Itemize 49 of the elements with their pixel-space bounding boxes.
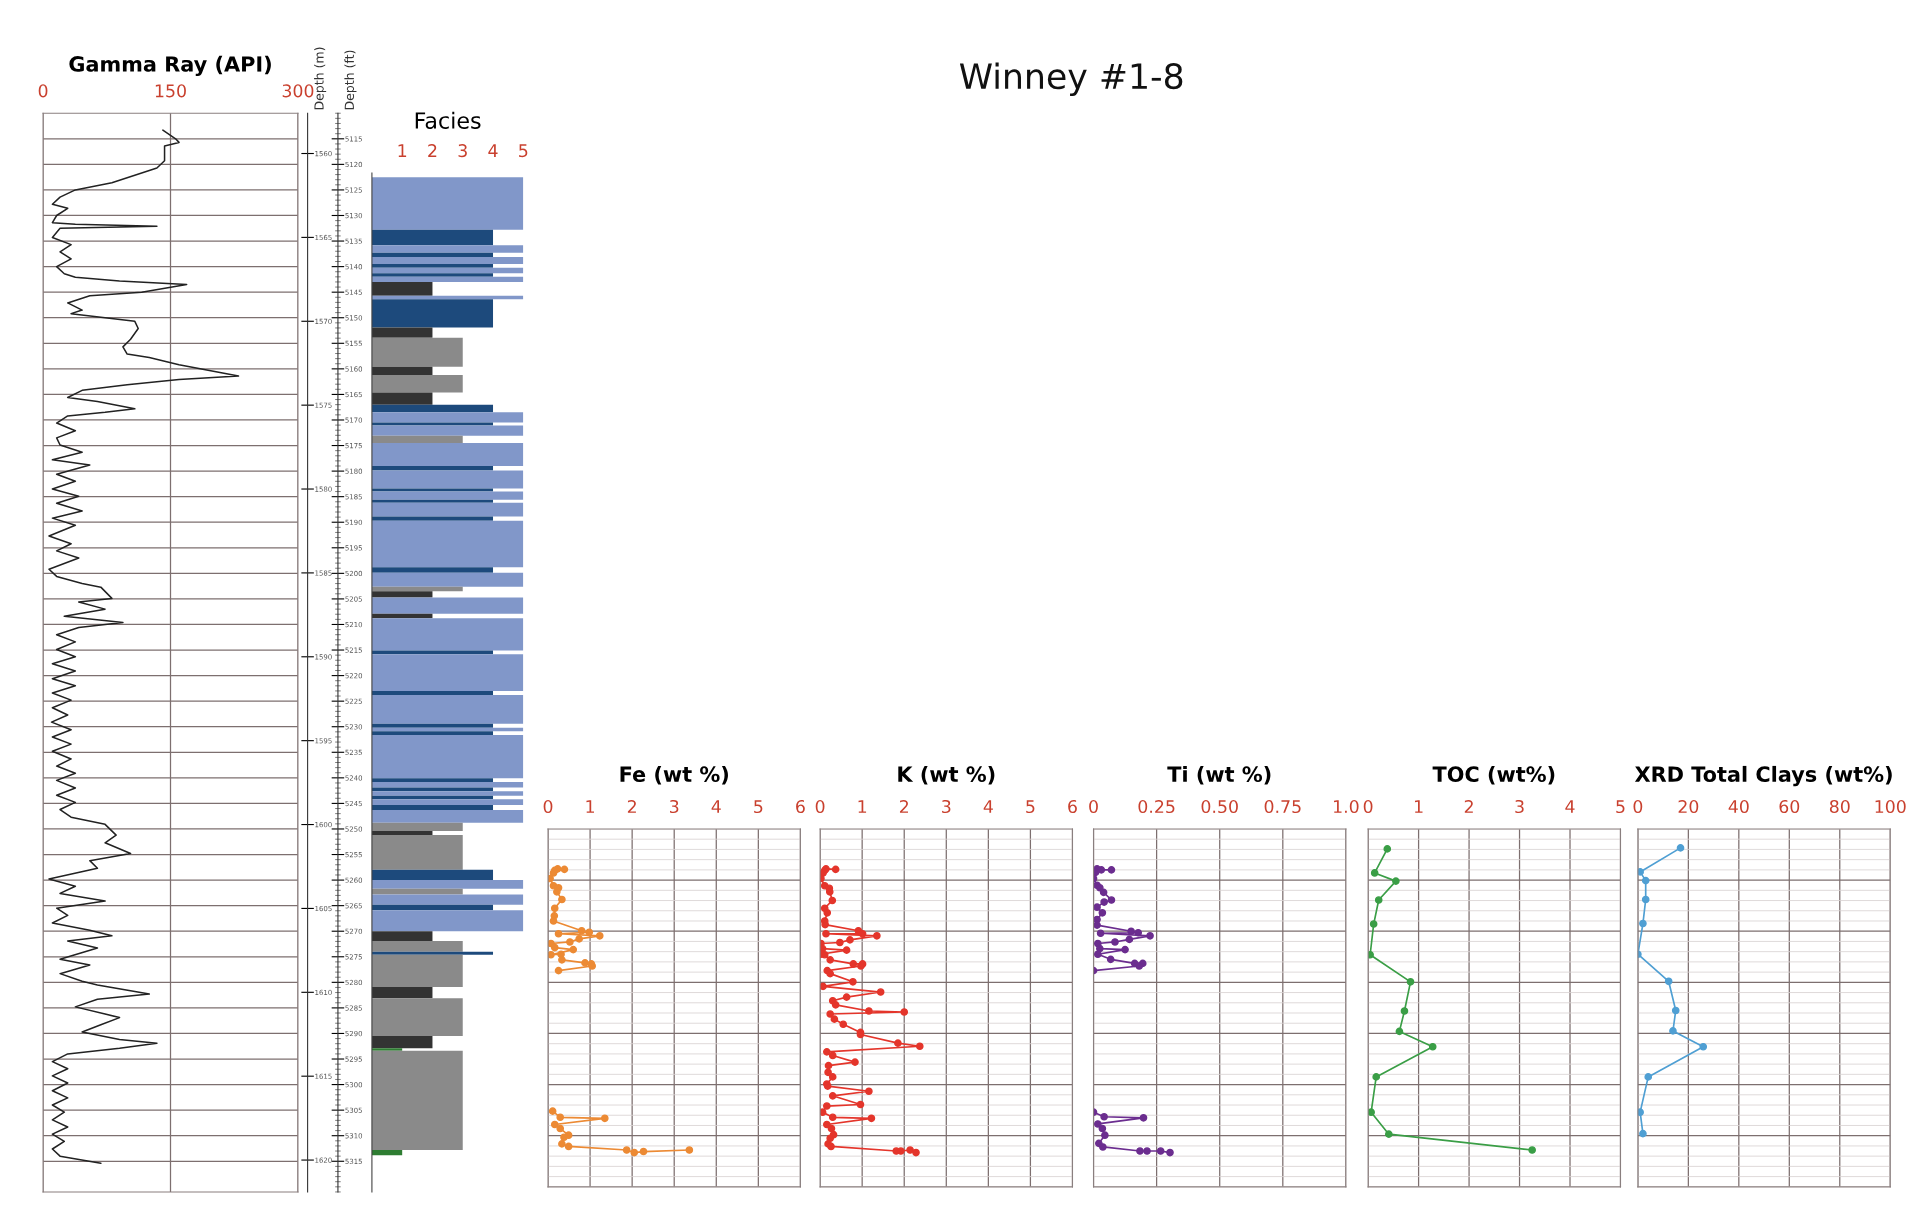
x-tick-label: 4 (1565, 800, 1575, 813)
y-axis-title: Depth (ft) (344, 50, 357, 110)
x-tick-label: 150 (155, 84, 186, 98)
x-tick-label: 3 (1515, 799, 1524, 814)
chart-title: Fe (wt %) (620, 765, 728, 785)
x-tick-label: 6 (796, 799, 805, 814)
x-tick-label: 0 (38, 84, 48, 98)
x-tick-label: 4 (711, 800, 721, 813)
x-tick-label: 5 (754, 800, 763, 814)
x-tick-label: 4 (983, 800, 993, 813)
y2-axis-title: Depth (m) (314, 47, 327, 110)
x-tick-label: 100 (1875, 799, 1906, 814)
x-tick-label: 40 (1728, 799, 1749, 814)
x-tick-label: 1 (858, 800, 867, 813)
chart-title: Gamma Ray (API) (69, 55, 271, 77)
x-tick-label: 2 (627, 799, 636, 813)
x-tick-label: 5 (1616, 800, 1625, 814)
chart-title: XRD Total Clays (wt%) (1634, 765, 1892, 787)
x-tick-label: 1 (1414, 800, 1423, 813)
x-tick-label: 2 (899, 799, 909, 813)
x-tick-label: 1 (398, 144, 407, 157)
x-tick-label: 0 (543, 799, 553, 814)
x-tick-label: 2 (1464, 799, 1473, 813)
chart-title: TOC (wt%) (1432, 765, 1555, 785)
x-tick-label: 6 (1068, 799, 1077, 814)
x-tick-label: 0 (1633, 799, 1643, 814)
x-tick-label: 0.75 (1264, 799, 1301, 814)
x-tick-label: 3 (670, 799, 679, 814)
x-tick-label: 5 (1026, 800, 1035, 814)
chart-title: Facies (415, 111, 481, 129)
text: Winney #1-8 (959, 62, 1183, 97)
x-tick-label: 5 (519, 144, 528, 158)
x-tick-label: 1 (586, 800, 594, 813)
x-tick-label: 20 (1678, 799, 1699, 814)
x-tick-label: 2 (428, 144, 437, 157)
x-tick-label: 0.50 (1201, 799, 1238, 814)
x-tick-label: 4 (488, 144, 498, 157)
chart-title: K (wt %) (898, 765, 995, 785)
x-tick-label: 300 (282, 84, 314, 98)
x-tick-label: 0 (815, 799, 825, 814)
x-tick-label: 0 (1363, 799, 1373, 814)
x-tick-label: 80 (1829, 799, 1850, 814)
chart-title: Ti (wt %) (1167, 765, 1271, 785)
x-tick-label: 0 (1089, 799, 1098, 814)
x-tick-label: 60 (1779, 799, 1800, 814)
x-tick-label: 3 (458, 144, 467, 158)
x-tick-label: 0.25 (1138, 799, 1175, 814)
x-tick-label: 1.0 (1334, 799, 1359, 814)
x-tick-label: 3 (942, 799, 951, 814)
